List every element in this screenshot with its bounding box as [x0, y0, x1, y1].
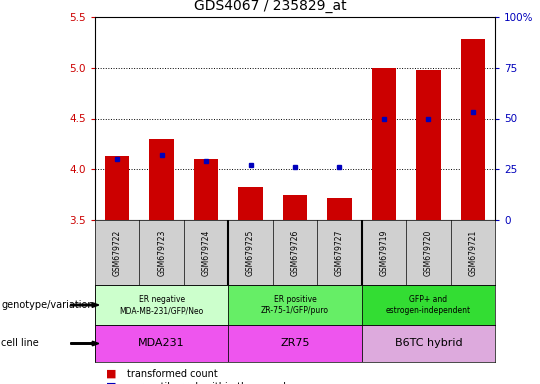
- Text: GSM679723: GSM679723: [157, 229, 166, 276]
- Text: ER negative
MDA-MB-231/GFP/Neo: ER negative MDA-MB-231/GFP/Neo: [119, 295, 204, 315]
- Bar: [416, 70, 441, 220]
- Text: ■: ■: [106, 382, 116, 384]
- Text: transformed count: transformed count: [127, 369, 218, 379]
- Text: GSM679721: GSM679721: [468, 229, 477, 276]
- Bar: [150, 139, 174, 220]
- Text: genotype/variation: genotype/variation: [1, 300, 94, 310]
- Bar: [461, 39, 485, 220]
- Bar: [228, 285, 362, 325]
- Text: B6TC hybrid: B6TC hybrid: [395, 339, 462, 349]
- Text: GSM679727: GSM679727: [335, 229, 344, 276]
- Bar: [362, 285, 495, 325]
- Bar: [238, 187, 263, 220]
- Text: ■: ■: [106, 369, 116, 379]
- Text: MDA231: MDA231: [138, 339, 185, 349]
- Bar: [95, 325, 228, 362]
- Text: GSM679722: GSM679722: [113, 229, 122, 276]
- Bar: [228, 325, 362, 362]
- Text: GSM679724: GSM679724: [201, 229, 211, 276]
- Bar: [362, 325, 495, 362]
- Bar: [283, 195, 307, 220]
- Bar: [95, 285, 228, 325]
- Bar: [327, 198, 352, 220]
- Text: GFP+ and
estrogen-independent: GFP+ and estrogen-independent: [386, 295, 471, 315]
- Text: GSM679719: GSM679719: [380, 229, 388, 276]
- Text: ER positive
ZR-75-1/GFP/puro: ER positive ZR-75-1/GFP/puro: [261, 295, 329, 315]
- Text: percentile rank within the sample: percentile rank within the sample: [127, 382, 292, 384]
- Text: cell line: cell line: [1, 339, 39, 349]
- Text: GDS4067 / 235829_at: GDS4067 / 235829_at: [194, 0, 346, 13]
- Text: GSM679720: GSM679720: [424, 229, 433, 276]
- Text: GSM679725: GSM679725: [246, 229, 255, 276]
- Bar: [105, 156, 130, 220]
- Text: ZR75: ZR75: [280, 339, 310, 349]
- Bar: [372, 68, 396, 220]
- Text: GSM679726: GSM679726: [291, 229, 300, 276]
- Bar: [194, 159, 218, 220]
